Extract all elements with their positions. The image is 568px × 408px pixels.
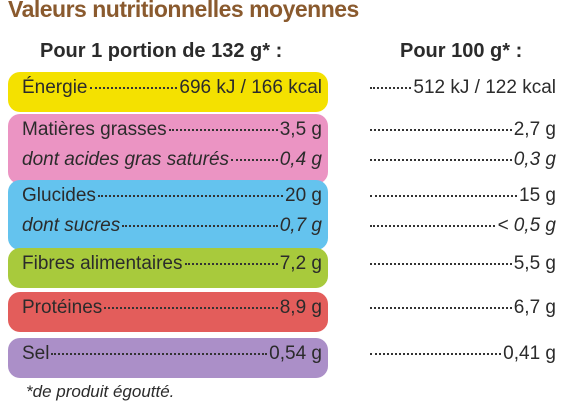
per100-value: < 0,5 g — [497, 215, 556, 236]
portion-line: Protéines 8,9 g — [22, 297, 322, 327]
group-box — [8, 248, 328, 288]
nutrient-label: Glucides — [22, 185, 96, 206]
portion-value: 696 kJ / 166 kcal — [179, 77, 322, 98]
dot-leader — [370, 195, 518, 197]
per100-value: 512 kJ / 122 kcal — [413, 77, 556, 98]
per100-line: 0,3 g — [368, 149, 556, 179]
per100-value: 2,7 g — [513, 119, 556, 140]
dot-leader — [168, 129, 278, 131]
portion-value: 0,4 g — [279, 149, 322, 170]
dot-leader — [370, 129, 512, 131]
dot-leader — [370, 225, 496, 227]
portion-value: 20 g — [285, 185, 322, 206]
per100-line: 15 g — [368, 185, 556, 215]
group-box — [8, 72, 328, 112]
portion-line: Matières grasses 3,5 g — [22, 119, 322, 149]
group-box — [8, 338, 328, 378]
per100-line: < 0,5 g — [368, 215, 556, 245]
per100-value: 6,7 g — [513, 297, 556, 318]
dot-leader — [51, 353, 268, 355]
dot-leader — [370, 263, 512, 265]
dot-leader — [97, 195, 284, 197]
portion-line: Fibres alimentaires 7,2 g — [22, 253, 322, 283]
nutrient-label: dont sucres — [22, 215, 121, 236]
portion-line: Énergie 696 kJ / 166 kcal — [22, 77, 322, 107]
dot-leader — [370, 87, 412, 89]
dot-leader — [122, 225, 278, 227]
dot-leader — [89, 87, 178, 89]
nutrient-label: Énergie — [22, 77, 88, 98]
title: Valeurs nutritionnelles moyennes — [8, 0, 359, 22]
footnote: *de produit égoutté. — [26, 382, 175, 401]
header-portion: Pour 1 portion de 132 g* : — [40, 40, 283, 62]
per100-value: 5,5 g — [513, 253, 556, 274]
group-box — [8, 292, 328, 332]
per100-line: 5,5 g — [368, 253, 556, 283]
portion-value: 7,2 g — [279, 253, 322, 274]
dot-leader — [370, 353, 502, 355]
per100-value: 0,41 g — [503, 343, 556, 364]
portion-line: Sel 0,54 g — [22, 343, 322, 373]
nutrient-label: Fibres alimentaires — [22, 253, 183, 274]
portion-value: 0,54 g — [269, 343, 322, 364]
dot-leader — [370, 159, 512, 161]
portion-line: dont sucres 0,7 g — [22, 215, 322, 245]
dot-leader — [184, 263, 278, 265]
per100-value: 15 g — [519, 185, 556, 206]
nutrient-label: Sel — [22, 343, 50, 364]
nutrient-label: Protéines — [22, 297, 103, 318]
nutrient-label: Matières grasses — [22, 119, 167, 140]
dot-leader — [231, 159, 278, 161]
per100-line: 6,7 g — [368, 297, 556, 327]
portion-value: 8,9 g — [279, 297, 322, 318]
per100-line: 512 kJ / 122 kcal — [368, 77, 556, 107]
per100-line: 2,7 g — [368, 119, 556, 149]
group-box — [8, 114, 328, 184]
portion-value: 0,7 g — [279, 215, 322, 236]
nutrient-label: dont acides gras saturés — [22, 149, 230, 170]
portion-line: dont acides gras saturés 0,4 g — [22, 149, 322, 179]
dot-leader — [104, 307, 278, 309]
portion-value: 3,5 g — [279, 119, 322, 140]
group-box — [8, 180, 328, 250]
dot-leader — [370, 307, 512, 309]
per100-value: 0,3 g — [513, 149, 556, 170]
portion-line: Glucides 20 g — [22, 185, 322, 215]
per100-line: 0,41 g — [368, 343, 556, 373]
header-100g: Pour 100 g* : — [400, 40, 523, 62]
